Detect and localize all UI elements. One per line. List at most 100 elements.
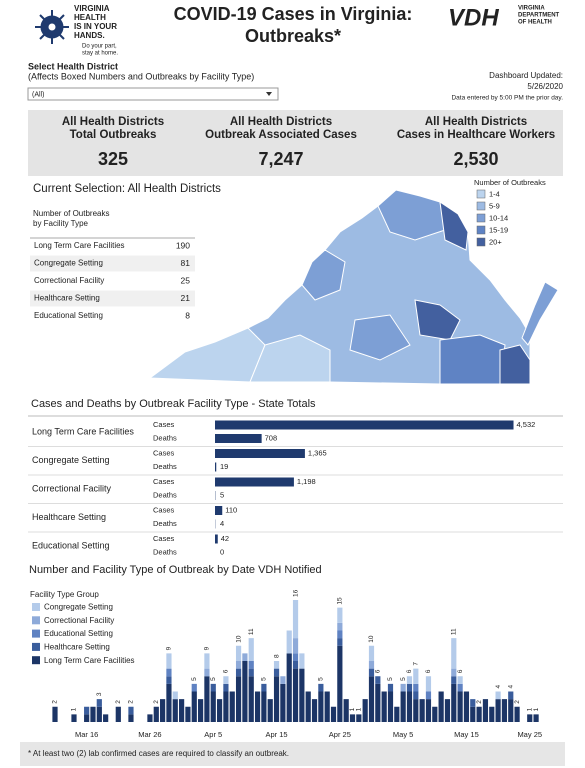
dropdown-arrow[interactable] [266, 92, 272, 96]
bar-segment [368, 676, 375, 722]
map-title: Current Selection: All Health Districts [33, 183, 221, 195]
bar-segment [451, 638, 457, 669]
bar-segment [52, 706, 58, 722]
filter-label: Select Health District [28, 61, 118, 71]
logo-tagline: Do your part, [82, 44, 117, 50]
series-label: Cases [153, 477, 175, 486]
category-label: Congregate Setting [32, 455, 110, 465]
bar [215, 434, 262, 443]
bar-segment [248, 638, 254, 661]
logo-text: VIRGINIA [74, 4, 110, 13]
total-label: 2 [115, 700, 122, 704]
total-label: 1 [71, 707, 78, 711]
category-label: Long Term Care Facilities [32, 426, 134, 436]
bar-segment [292, 653, 299, 661]
kpi-value: 2,530 [453, 149, 498, 169]
total-label: 2 [476, 700, 483, 704]
bar-segment [508, 699, 514, 722]
bar-segment [375, 683, 381, 722]
logo-text: HANDS. [74, 31, 105, 40]
category-label: Correctional Facility [32, 483, 112, 493]
bar-segment [197, 699, 204, 722]
table-title: by Facility Type [33, 219, 89, 228]
value-label: 4 [220, 519, 224, 528]
bar-segment [160, 699, 166, 722]
bar-segment [166, 676, 172, 684]
total-label: 4 [507, 685, 514, 689]
bar-segment [292, 600, 299, 639]
kpi-value: 325 [98, 149, 128, 169]
bar-segment [128, 714, 134, 722]
bar-segment [172, 699, 178, 722]
virginia-map [148, 189, 559, 385]
bar-segment [451, 683, 457, 722]
total-label: 5 [318, 677, 325, 681]
table-value: 81 [181, 258, 191, 268]
bar-segment [330, 706, 337, 722]
table-category: Correctional Facility [34, 276, 104, 285]
bar-segment [103, 714, 109, 722]
logo-icon [35, 10, 69, 44]
map-legend-label: 15-19 [489, 225, 508, 234]
map-legend-label: 20+ [489, 237, 502, 246]
total-label: 5 [210, 677, 217, 681]
dropdown-box[interactable] [27, 87, 279, 101]
bar-segment [356, 714, 362, 722]
bar-segment [280, 683, 286, 722]
bar-segment [368, 661, 375, 669]
total-label: 16 [292, 589, 299, 597]
bar-segment [261, 683, 267, 692]
kpi-label: Cases in Healthcare Workers [397, 129, 555, 141]
bar-segment [406, 683, 413, 692]
bar-segment [292, 668, 299, 722]
logo-text: HEALTH [74, 13, 106, 22]
bar-segment [451, 676, 457, 684]
footnote-panel [20, 742, 565, 766]
kpi-label: All Health Districts [62, 116, 164, 128]
bar-segment [204, 668, 210, 677]
kpi-label: Total Outbreaks [70, 129, 157, 141]
bar-segment [172, 691, 178, 700]
bar-segment [495, 699, 501, 722]
series-label: Deaths [153, 547, 177, 556]
agency-abbr: VDH [448, 4, 499, 31]
total-label: 6 [375, 669, 382, 673]
x-tick-label: Apr 25 [329, 730, 351, 739]
legend-swatch [32, 656, 40, 665]
bar-segment [400, 683, 406, 692]
bar-segment [318, 691, 324, 722]
bar-segment [292, 661, 299, 669]
series-label: Cases [153, 534, 175, 543]
dropdown-value[interactable]: (All) [32, 91, 44, 98]
table-value: 190 [176, 240, 190, 250]
district-dropdown[interactable]: (All) [27, 87, 279, 101]
bar-segment [153, 706, 159, 722]
value-label: 708 [265, 433, 278, 442]
total-label: 7 [413, 662, 420, 666]
total-label: 6 [223, 669, 230, 673]
legend-swatch [32, 603, 40, 611]
table-value: 21 [181, 293, 191, 303]
bar-segment [419, 699, 425, 722]
value-label: 5 [220, 490, 224, 499]
total-label: 11 [451, 628, 458, 635]
bar-segment [273, 668, 280, 677]
agency-name: DEPARTMENT [518, 13, 560, 19]
bar-segment [318, 683, 324, 692]
bar-segment [495, 691, 501, 700]
bar-segment [90, 706, 96, 722]
total-label: 11 [248, 628, 255, 635]
bar-segment [337, 630, 343, 639]
x-tick-label: Apr 15 [265, 730, 287, 739]
kpi-label: All Health Districts [230, 116, 332, 128]
bar-segment [451, 668, 457, 677]
bar-segment [476, 706, 482, 722]
bar [215, 534, 218, 544]
x-tick-label: May 25 [517, 730, 542, 739]
x-tick-label: Apr 5 [204, 730, 222, 739]
table-value: 8 [185, 310, 190, 320]
total-label: 1 [526, 707, 533, 711]
bar-segment [204, 653, 210, 669]
chart-title: Cases and Deaths by Outbreak Facility Ty… [31, 398, 316, 410]
